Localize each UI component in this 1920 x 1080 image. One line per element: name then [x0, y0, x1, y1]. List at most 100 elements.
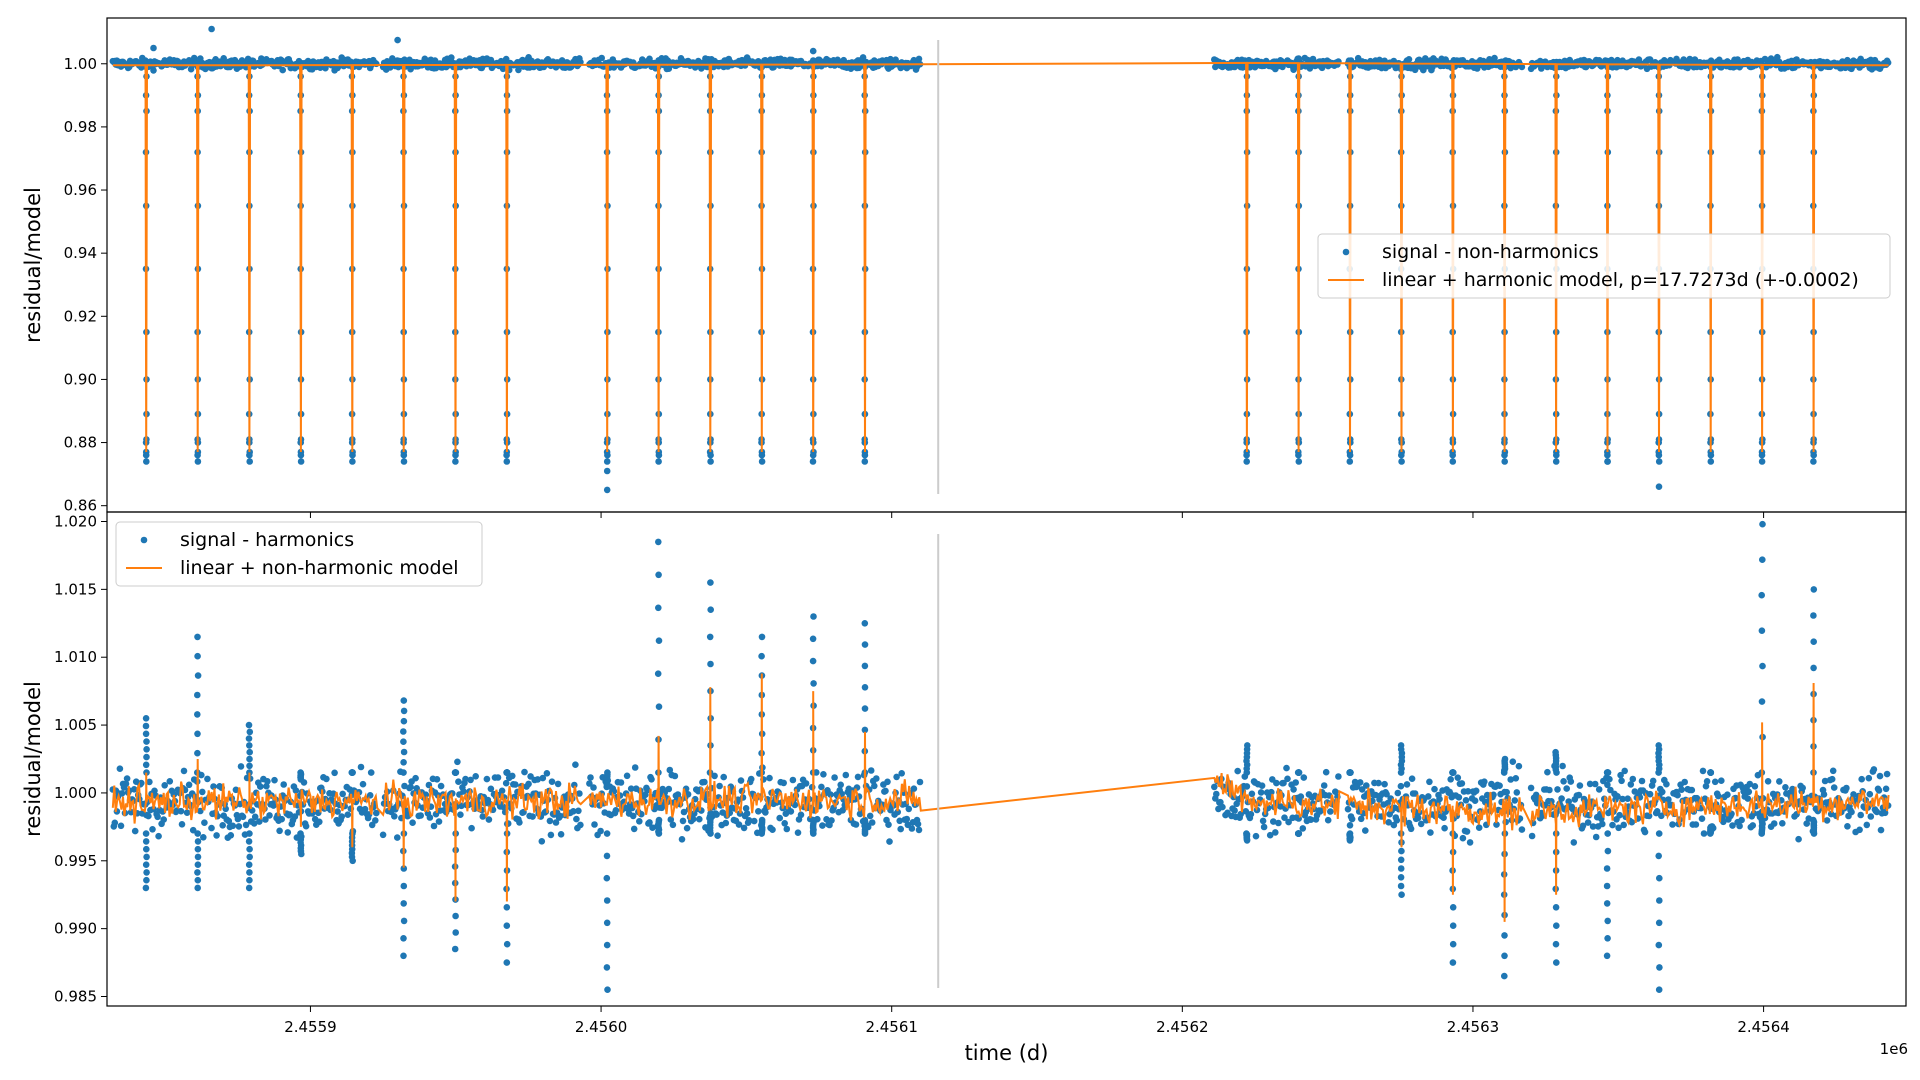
scatter-point [603, 458, 611, 465]
x-tick-label: 2.4564 [1737, 1018, 1790, 1036]
scatter-point [1628, 818, 1636, 826]
scatter-point [1501, 451, 1508, 459]
scatter-point [1481, 778, 1488, 785]
scatter-point [669, 821, 677, 829]
scatter-point [861, 726, 869, 734]
scatter-point [655, 816, 663, 824]
scatter-point [898, 770, 905, 777]
scatter-point [758, 633, 766, 641]
scatter-point [1362, 827, 1369, 834]
x-tick-label: 2.4559 [284, 1018, 337, 1036]
scatter-point [1758, 627, 1766, 634]
scatter-point [400, 697, 408, 704]
scatter-point [160, 816, 167, 823]
scatter-point [1372, 791, 1379, 799]
scatter-point [150, 44, 157, 52]
scatter-point [603, 919, 611, 927]
scatter-point [452, 769, 459, 776]
scatter-point [1649, 777, 1657, 785]
scatter-point [1703, 778, 1711, 785]
x-axis-label: time (d) [965, 1041, 1049, 1065]
scatter-point [227, 832, 235, 839]
scatter-point [1663, 780, 1670, 788]
scatter-point [1674, 791, 1681, 799]
scatter-point [603, 964, 611, 971]
scatter-point [1810, 664, 1817, 672]
scatter-point [1707, 823, 1715, 831]
y-tick-label: 0.94 [64, 244, 97, 262]
scatter-point [1449, 959, 1457, 966]
scatter-point [194, 730, 201, 738]
scatter-point [344, 811, 352, 818]
scatter-point [823, 816, 830, 823]
legend-marker-scatter [140, 536, 148, 544]
scatter-point [1823, 817, 1831, 824]
scatter-point [861, 816, 869, 824]
scatter-point [117, 822, 125, 830]
scatter-point [776, 814, 783, 822]
scatter-point [1758, 816, 1766, 824]
scatter-point [1655, 830, 1663, 837]
scatter-point [1284, 775, 1291, 783]
scatter-point [1829, 767, 1837, 775]
scatter-point [1266, 831, 1274, 839]
scatter-point [820, 771, 827, 778]
scatter-point [1770, 820, 1778, 827]
x-tick-label: 2.4561 [865, 1018, 918, 1036]
scatter-point [1655, 742, 1662, 749]
scatter-point [302, 822, 310, 830]
scatter-point [809, 458, 817, 465]
scatter-point [1300, 774, 1308, 781]
scatter-point [1290, 786, 1297, 793]
scatter-point [1259, 817, 1267, 825]
scatter-point [1280, 779, 1287, 787]
scatter-point [400, 748, 408, 756]
scatter-point [359, 780, 367, 788]
scatter-point [142, 830, 150, 837]
scatter-point [1857, 811, 1864, 819]
scatter-point [1472, 787, 1480, 795]
scatter-point [1653, 808, 1661, 815]
scatter-point [655, 571, 662, 579]
scatter-point [1270, 818, 1277, 825]
scatter-point [1692, 821, 1700, 828]
scatter-point [1865, 774, 1873, 782]
scatter-point [837, 781, 844, 789]
scatter-point [146, 778, 153, 786]
scatter-point [1511, 797, 1519, 804]
y-axis-label: residual/model [21, 187, 45, 343]
scatter-point [194, 749, 201, 757]
scatter-point [755, 808, 762, 815]
scatter-point [1307, 816, 1315, 823]
scatter-point [1656, 874, 1663, 882]
plot-area [109, 25, 1892, 494]
scatter-point [885, 821, 892, 828]
scatter-point [122, 780, 130, 788]
scatter-point [1810, 458, 1817, 465]
scatter-point [379, 831, 387, 839]
scatter-point [1449, 458, 1457, 465]
scatter-point [591, 821, 598, 828]
scatter-point [1615, 824, 1622, 832]
scatter-point [1320, 782, 1328, 789]
scatter-point [1244, 742, 1251, 749]
scatter-point [1260, 823, 1268, 831]
scatter-point [617, 779, 625, 786]
scatter-point [758, 816, 766, 824]
scatter-point [1655, 451, 1663, 459]
scatter-point [245, 721, 253, 729]
scatter-point [1641, 828, 1649, 836]
scatter-point [1447, 776, 1454, 783]
scatter-point [1745, 788, 1753, 796]
scatter-point [655, 451, 663, 459]
scatter-point [706, 633, 714, 641]
scatter-point [155, 832, 162, 840]
scatter-point [349, 451, 356, 459]
scatter-point [1277, 803, 1284, 810]
scatter-point [871, 782, 878, 790]
scatter-point [1570, 839, 1578, 846]
scatter-point [707, 451, 714, 459]
scatter-point [1527, 784, 1535, 792]
scatter-point [1559, 762, 1566, 770]
scatter-point [266, 812, 273, 819]
